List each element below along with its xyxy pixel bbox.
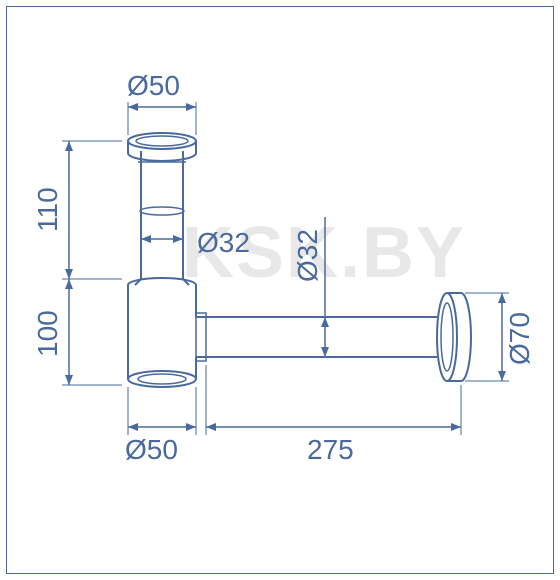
label-bottom-cup-dia: Ø50 <box>125 434 178 465</box>
label-upper-tube-dia: Ø32 <box>197 227 250 258</box>
label-horiz-tube-dia: Ø32 <box>292 229 323 282</box>
diagram-frame: KSK.BY <box>6 6 554 574</box>
diagram-svg: KSK.BY <box>7 7 553 573</box>
horizontal-tube <box>196 313 437 361</box>
label-upper-height: 110 <box>32 187 63 232</box>
dim-upper-height: 110 <box>32 141 122 279</box>
dim-horiz-length: 275 <box>206 365 461 465</box>
label-horiz-length: 275 <box>307 434 354 465</box>
top-flange <box>128 133 196 161</box>
dim-top-flange: Ø50 <box>127 70 196 135</box>
wall-flange <box>437 293 471 381</box>
dim-lower-height: 100 <box>32 279 122 385</box>
label-lower-height: 100 <box>32 310 63 357</box>
trap-body <box>128 278 196 387</box>
upper-tube <box>138 151 186 279</box>
dim-wall-flange-dia: Ø70 <box>465 293 535 381</box>
label-wall-flange-dia: Ø70 <box>504 312 535 365</box>
dim-bottom-cup-dia: Ø50 <box>125 387 196 465</box>
label-top-flange: Ø50 <box>127 70 180 101</box>
